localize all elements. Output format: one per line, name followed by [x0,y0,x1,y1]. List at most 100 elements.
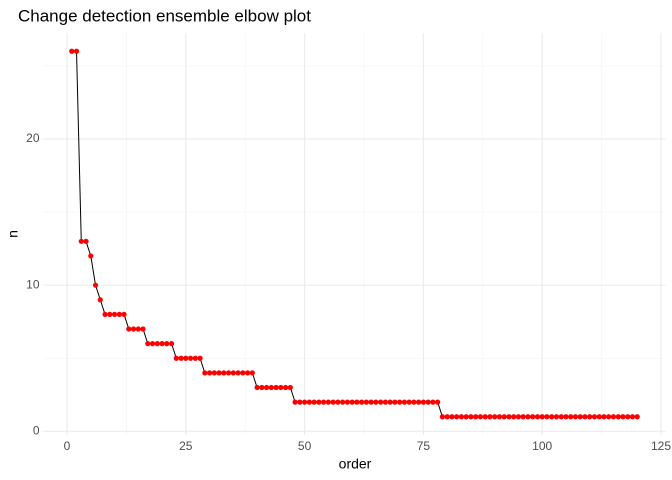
point [83,238,89,244]
point [463,414,469,420]
point [591,414,598,420]
point [620,414,626,420]
chart-title: Change detection ensemble elbow plot [18,6,311,25]
point [273,384,279,391]
point [430,399,436,405]
point [468,414,474,420]
point [606,414,612,420]
point [183,355,189,361]
point [187,355,194,361]
x-axis-label: order [339,456,372,472]
x-tick-label: 50 [298,439,312,453]
point [373,399,379,405]
point [340,399,346,405]
point [520,414,526,420]
point [287,384,293,391]
x-tick-label: 0 [64,439,71,453]
point [625,414,631,420]
point [154,341,160,347]
y-tick-label: 0 [33,424,40,438]
point [539,414,545,420]
x-tick-label: 100 [532,439,552,453]
point [411,399,417,405]
point [563,414,569,420]
point [544,414,550,420]
point [173,355,179,361]
point [435,399,441,405]
point [582,414,588,420]
point [302,399,308,405]
point [416,399,422,405]
point [615,414,621,420]
point [164,341,170,347]
point [197,355,203,361]
point [321,399,327,405]
point [135,326,141,332]
point [335,399,341,405]
point [145,341,151,347]
point [439,414,446,420]
point [316,399,322,405]
point [363,399,369,405]
point [126,326,132,332]
point [130,326,137,332]
point [283,384,289,391]
point [420,399,426,405]
point [359,399,365,405]
point [473,414,479,420]
point [525,414,531,420]
point [368,399,374,405]
point [230,370,236,376]
point [235,370,241,376]
point [397,399,403,405]
point [572,414,579,420]
point [249,370,255,376]
point [97,297,103,303]
point [111,311,118,317]
point [454,414,460,420]
x-tick-label: 125 [651,439,671,453]
point [211,370,217,376]
y-tick-label: 10 [26,277,40,291]
point [121,311,127,317]
point [482,414,488,420]
point [406,399,412,405]
point [487,414,493,420]
point [149,341,156,347]
point [278,384,284,391]
point [240,370,246,376]
point [577,414,583,420]
point [629,414,636,420]
point [69,48,75,54]
point [306,399,312,405]
point [88,253,94,259]
point [511,414,517,420]
point [292,399,298,405]
point [349,399,355,405]
point [73,48,80,54]
point [192,355,198,361]
point [492,414,498,420]
line [71,50,638,418]
point [501,414,507,420]
x-tick-label: 25 [179,439,193,453]
point [254,384,260,391]
point [92,282,99,288]
point [325,399,331,405]
point [477,414,484,420]
point [116,311,122,317]
point [268,384,274,391]
point [587,414,593,420]
point [225,370,232,376]
point [425,399,431,405]
point [601,414,607,420]
point [140,326,146,332]
point [568,414,574,420]
point [610,414,617,420]
point [515,414,522,420]
point [344,399,350,405]
point [553,414,560,420]
point [378,399,384,405]
point [530,414,536,420]
